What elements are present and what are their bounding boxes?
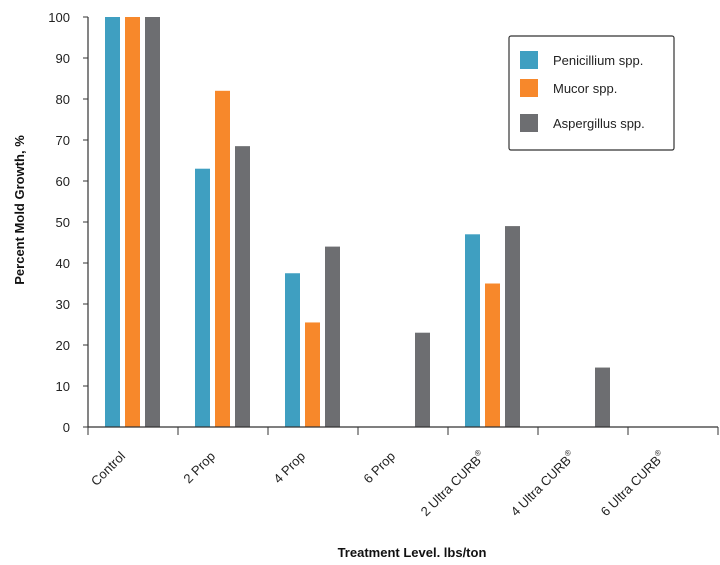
y-axis-title: Percent Mold Growth, % — [12, 135, 27, 285]
x-category-label: 4 Prop — [270, 449, 308, 487]
y-ticks-group: 0 10 20 30 40 50 60 70 80 90 100 — [48, 10, 88, 435]
bar-mucor-1 — [215, 90, 230, 428]
y-tick-label: 100 — [48, 10, 70, 25]
legend-swatch — [520, 51, 538, 69]
legend-swatch — [520, 79, 538, 97]
y-tick-label: 0 — [63, 420, 70, 435]
bar-aspergillus-5 — [595, 367, 610, 427]
y-tick-label: 60 — [56, 174, 70, 189]
legend-label: Mucor spp. — [553, 81, 617, 96]
bar-penicillium-4 — [465, 234, 480, 427]
x-category-label: 2 Prop — [180, 449, 218, 487]
x-category-label: 6 Prop — [360, 449, 398, 487]
bar-penicillium-2 — [285, 273, 300, 427]
bars-group — [105, 17, 610, 428]
bar-aspergillus-1 — [235, 146, 250, 427]
bar-mucor-0 — [125, 17, 140, 427]
y-tick-label: 70 — [56, 133, 70, 148]
x-category-label: 6 Ultra CURB® — [597, 448, 668, 519]
bar-penicillium-1 — [195, 168, 210, 427]
bar-penicillium-0 — [105, 17, 120, 427]
legend-label: Penicillium spp. — [553, 53, 643, 68]
legend-label: Aspergillus spp. — [553, 116, 645, 131]
bar-mucor-2 — [305, 322, 320, 427]
x-ticks-group: Control 2 Prop 4 Prop 6 Prop 2 Ultra CURB® 4 … — [87, 427, 719, 519]
y-tick-label: 10 — [56, 379, 70, 394]
y-tick-label: 90 — [56, 51, 70, 66]
bar-aspergillus-2 — [325, 246, 340, 427]
y-tick-label: 50 — [56, 215, 70, 230]
x-category-label: 2 Ultra CURB® — [417, 448, 488, 519]
x-axis-title: Treatment Level. lbs/ton — [338, 545, 487, 560]
y-tick-label: 20 — [56, 338, 70, 353]
bar-aspergillus-4 — [505, 226, 520, 427]
y-tick-label: 40 — [56, 256, 70, 271]
legend-box — [508, 35, 675, 151]
x-category-label: Control — [88, 448, 128, 488]
legend: Penicillium spp. Mucor spp. Aspergillus sp… — [508, 35, 675, 151]
y-tick-label: 30 — [56, 297, 70, 312]
bar-aspergillus-0 — [145, 17, 160, 427]
legend-swatch — [520, 114, 538, 132]
x-category-label: 4 Ultra CURB® — [507, 448, 578, 519]
y-tick-label: 80 — [56, 92, 70, 107]
bar-aspergillus-3 — [415, 332, 430, 427]
bar-mucor-4 — [485, 283, 500, 427]
